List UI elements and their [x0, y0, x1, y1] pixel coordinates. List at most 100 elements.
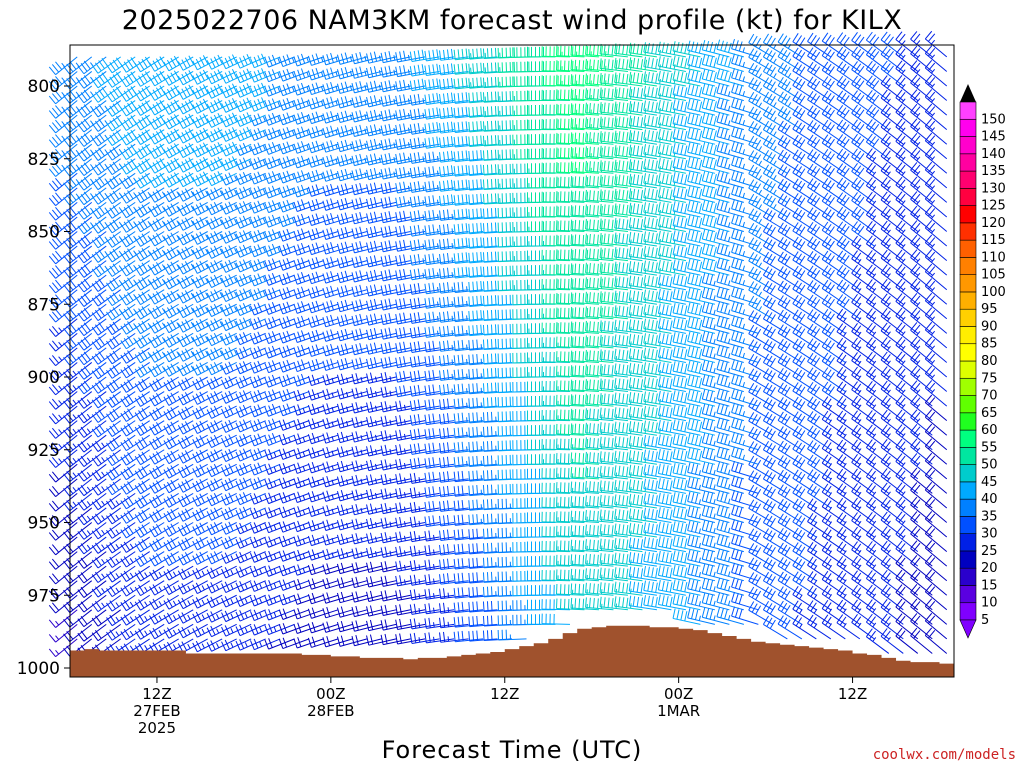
wind-barb: [512, 381, 541, 393]
wind-barb: [134, 551, 165, 567]
wind-barb: [497, 498, 527, 510]
wind-barb: [163, 332, 194, 348]
wind-barb: [541, 148, 570, 160]
wind-barb: [512, 614, 541, 626]
wind-barb: [163, 565, 194, 581]
wind-barb: [91, 71, 122, 89]
wind-barb: [512, 440, 541, 451]
wind-barb: [149, 187, 179, 203]
wind-barb: [48, 580, 78, 599]
wind-barb: [134, 376, 165, 393]
wind-barb: [192, 55, 223, 71]
wind-barb: [910, 147, 933, 174]
wind-barb: [910, 336, 933, 363]
wind-barb: [149, 522, 179, 538]
wind-barb: [192, 420, 223, 434]
wind-barb: [526, 337, 556, 349]
wind-barb: [910, 365, 933, 392]
wind-barb: [149, 434, 179, 451]
wind-barb: [177, 507, 208, 522]
wind-barb: [177, 245, 208, 260]
wind-barb: [77, 172, 107, 191]
wind-barb: [120, 449, 150, 466]
wind-barb: [177, 55, 208, 71]
wind-barb: [278, 359, 310, 373]
wind-barb: [192, 434, 223, 449]
wind-barb: [106, 289, 136, 307]
wind-barb: [91, 405, 122, 423]
wind-barb: [910, 467, 933, 494]
wind-barb: [91, 492, 122, 511]
wind-barb: [106, 551, 136, 568]
wind-barb: [497, 323, 527, 335]
wind-barb: [293, 184, 324, 198]
colorbar-label: 125: [981, 199, 1006, 214]
wind-barb: [541, 395, 570, 407]
colorbar-label: 50: [981, 458, 998, 473]
wind-barb: [924, 292, 948, 320]
wind-barb: [278, 243, 310, 257]
wind-barb: [134, 580, 165, 597]
wind-barb: [293, 199, 324, 212]
wind-barb: [163, 492, 194, 508]
wind-barb: [924, 103, 948, 131]
wind-barb: [177, 187, 208, 202]
wind-barb: [177, 347, 208, 362]
wind-barb: [149, 594, 179, 611]
wind-barb: [497, 600, 527, 612]
wind-barb: [910, 351, 933, 378]
wind-barb: [106, 492, 136, 510]
wind-barb: [278, 301, 310, 315]
wind-barb: [149, 318, 179, 334]
wind-barb: [120, 187, 150, 204]
wind-barb: [163, 216, 194, 232]
wind-barb: [512, 265, 541, 277]
wind-barb: [149, 216, 179, 232]
wind-barb: [106, 56, 136, 74]
wind-barb: [910, 482, 933, 509]
colorbar-bottom-arrow: [959, 619, 977, 639]
wind-barb: [63, 332, 93, 352]
wind-barb: [120, 56, 150, 73]
wind-barb: [924, 147, 948, 174]
wind-barb: [541, 264, 570, 276]
wind-barb: [526, 599, 556, 611]
wind-barb: [177, 231, 208, 246]
colorbar-label: 145: [981, 130, 1006, 145]
wind-barb: [120, 594, 150, 612]
wind-barb: [512, 163, 541, 175]
wind-barb: [91, 580, 122, 598]
wind-barb: [77, 100, 107, 118]
wind-barb: [924, 89, 948, 116]
colorbar-label: 85: [981, 337, 998, 352]
colorbar-label: 105: [981, 268, 1006, 283]
wind-barb: [192, 113, 223, 129]
wind-barb: [526, 105, 556, 116]
wind-barb: [106, 332, 136, 350]
wind-barb: [134, 158, 165, 175]
wind-barb: [910, 380, 933, 407]
wind-barb: [497, 91, 527, 103]
wind-barb: [106, 623, 136, 641]
wind-barb: [924, 511, 948, 538]
wind-barb: [149, 245, 179, 261]
wind-barb: [541, 584, 570, 596]
wind-barb: [163, 362, 194, 377]
colorbar-cell: [959, 498, 977, 517]
wind-barb: [120, 347, 150, 364]
wind-barb: [541, 162, 570, 174]
colorbar-label: 5: [981, 613, 989, 628]
y-tick-label: 900: [28, 368, 60, 388]
wind-barb: [278, 272, 310, 286]
colorbar-top-arrow: [960, 84, 976, 102]
wind-barb: [77, 405, 107, 424]
wind-barb: [910, 511, 933, 538]
wind-barb: [91, 303, 122, 322]
wind-barb: [924, 234, 948, 261]
wind-barb: [48, 623, 78, 643]
wind-barb: [526, 614, 556, 625]
wind-barb: [192, 127, 223, 143]
wind-barb: [278, 403, 310, 417]
wind-barb: [149, 172, 179, 189]
wind-barb: [924, 190, 948, 218]
